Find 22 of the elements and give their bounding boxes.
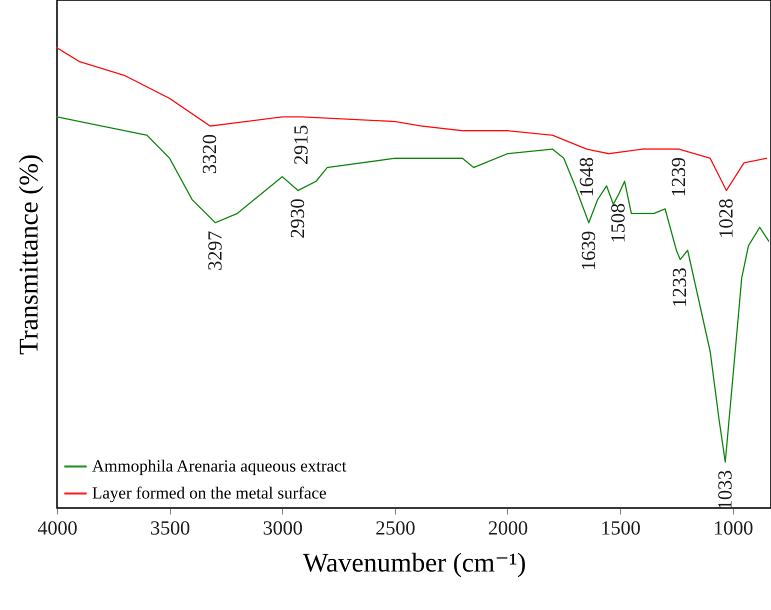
x-tick-label: 3500 <box>150 518 190 540</box>
x-tick-label: 2500 <box>375 518 416 540</box>
annotation: 1508 <box>607 203 630 244</box>
annotation: 2915 <box>290 124 312 165</box>
x-tick-label: 1000 <box>713 518 754 540</box>
y-axis-title: Transmittance (%) <box>14 154 44 355</box>
x-tick-label: 2000 <box>488 518 528 540</box>
x-tick-label: 1500 <box>600 518 641 540</box>
annotation: 2930 <box>287 198 310 238</box>
annotation: 1033 <box>714 470 736 510</box>
annotation: 1639 <box>578 230 600 271</box>
legend-label: Ammophila Arenaria aqueous extract <box>92 456 347 476</box>
x-axis-title: Wavenumber (cm⁻¹) <box>302 548 526 578</box>
annotation: 3320 <box>199 134 222 174</box>
annotation: 1648 <box>576 157 598 198</box>
legend-label: Layer formed on the metal surface <box>92 484 327 502</box>
annotation: 1239 <box>668 157 690 198</box>
x-tick-label: 3000 <box>262 518 303 540</box>
annotation: 1233 <box>669 268 692 308</box>
annotation: 3297 <box>204 230 226 271</box>
x-tick-label: 4000 <box>38 518 78 540</box>
annotation: 1028 <box>715 198 738 238</box>
